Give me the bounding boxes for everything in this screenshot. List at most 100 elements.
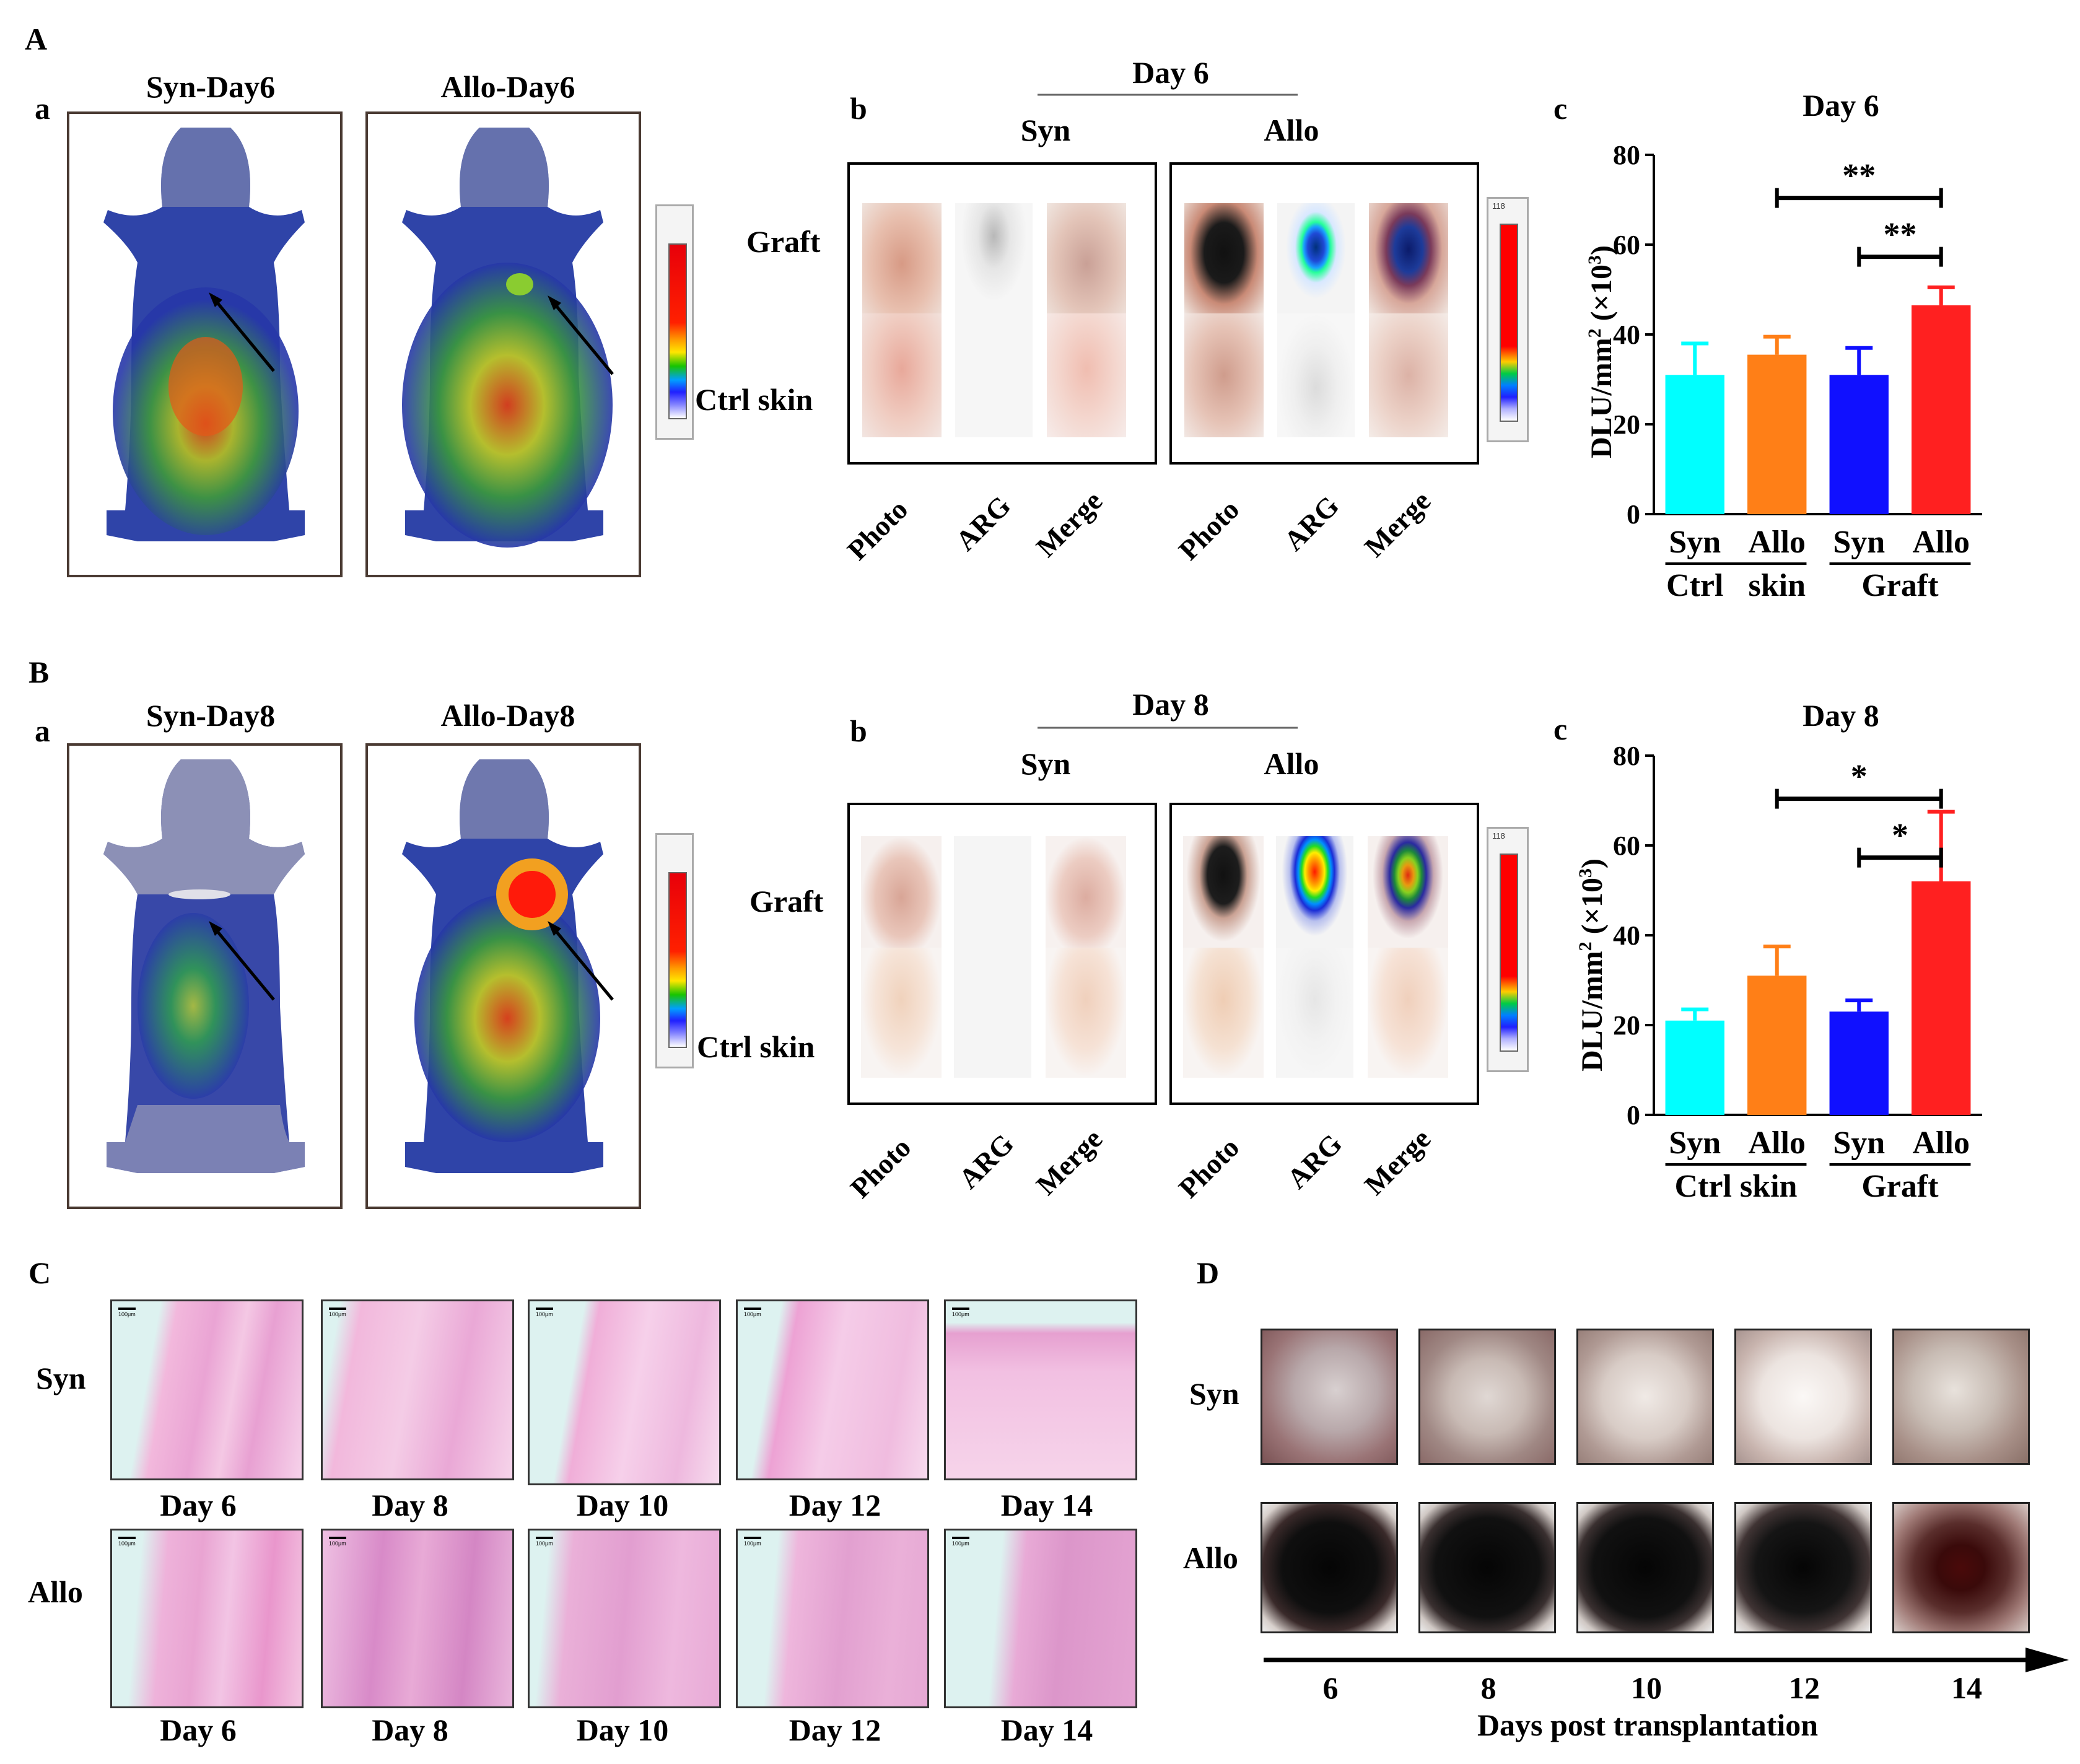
sub-letter-bc: c — [1553, 712, 1568, 746]
sub-letter-ac: c — [1553, 91, 1568, 126]
b-allo-ctrl-photo — [1183, 948, 1264, 1078]
a-syn-graft-merge — [1047, 203, 1126, 313]
b-allo-ctrl-merge — [1368, 948, 1448, 1078]
a-arg-day-title: Day 6 — [1132, 55, 1209, 90]
a-arg-allo-label: Allo — [1264, 113, 1319, 147]
sub-letter-ba: a — [35, 714, 50, 748]
c-syn-day8-label: Day 8 — [372, 1488, 448, 1522]
c-syn-day6-image: 100μm — [110, 1299, 304, 1480]
c-syn-day10-label: Day 10 — [576, 1488, 669, 1522]
chart2-ylabel-unit: (×10 — [1576, 878, 1609, 935]
c-syn-day12-label: Day 12 — [789, 1488, 881, 1522]
chart2-sig-label-1: * — [1892, 817, 1908, 854]
a-arg-row-ctrl: Ctrl skin — [695, 382, 813, 417]
a-allo-graft-arg — [1277, 203, 1355, 313]
d-syn-day8-photo — [1418, 1329, 1556, 1465]
c-allo-day8-scalebar — [329, 1537, 346, 1539]
chart2-cat-label-2: Syn — [1833, 1125, 1885, 1161]
chart1-sig-label-1: ** — [1884, 216, 1917, 253]
d-time-axis-arrowhead — [2025, 1648, 2069, 1672]
c-syn-day6-scale: 100μm — [118, 1311, 136, 1317]
a-ivis-allo-image — [365, 111, 641, 577]
d-row-allo: Allo — [1183, 1540, 1238, 1575]
a-syn-arrow — [209, 292, 275, 372]
b-syn-graft-photo — [861, 836, 942, 948]
d-syn-day6-photo — [1261, 1329, 1398, 1465]
a-allo-graft-merge — [1369, 203, 1448, 313]
c-allo-day6-scale: 100μm — [118, 1540, 136, 1547]
chart1-sig-label-0: ** — [1842, 157, 1876, 194]
chart1-title: Day 6 — [1803, 88, 1879, 123]
d-allo-day6-photo — [1261, 1502, 1398, 1633]
c-allo-day8-label: Day 8 — [372, 1713, 448, 1747]
b-syn-graft-arg — [954, 836, 1031, 948]
d-axis-label: Days post transplantation — [1477, 1708, 1819, 1742]
chart1-ylabel-unit-sup: 3 — [1584, 255, 1605, 264]
d-row-syn: Syn — [1189, 1376, 1239, 1411]
panel-letter-c: C — [28, 1255, 51, 1290]
chart1-ytick-label-1: 20 — [1613, 409, 1640, 440]
sub-letter-bb: b — [850, 714, 867, 748]
b-arg-allo-label: Allo — [1264, 746, 1319, 781]
c-syn-day8-scalebar — [329, 1308, 346, 1310]
c-syn-day14-label: Day 14 — [1000, 1488, 1093, 1522]
b-allo-title: Allo-Day8 — [440, 698, 575, 733]
b-col-label-1: Photo — [844, 1131, 917, 1204]
b-arg-syn-box — [847, 803, 1157, 1105]
chart2-ylabel-close: ) — [1576, 858, 1609, 868]
chart2-cat-label-3: Allo — [1913, 1125, 1970, 1161]
chart2-bar-2 — [1829, 1011, 1889, 1115]
c-syn-day8-scale: 100μm — [329, 1311, 346, 1317]
chart1-cat-label-2: Syn — [1833, 525, 1885, 560]
d-syn-day10-photo — [1576, 1329, 1714, 1465]
a-allo-arrow — [548, 295, 614, 375]
d-tick-6: 6 — [1322, 1670, 1339, 1705]
a-arg-row-graft: Graft — [746, 224, 821, 259]
a-arg-day-rule — [1038, 94, 1298, 96]
c-allo-day10-scalebar — [536, 1537, 553, 1539]
panel-letter-a: A — [25, 22, 48, 56]
chart2-bar-3 — [1912, 881, 1971, 1115]
b-ivis-colorbar-strip — [668, 872, 687, 1048]
b-arg-row-ctrl: Ctrl skin — [697, 1029, 815, 1064]
a-col-label-4: Photo — [1172, 493, 1246, 566]
b-allo-ctrl-arg — [1276, 948, 1353, 1078]
a-arg-colorbar: 118 — [1487, 197, 1529, 442]
c-allo-day12-image: 100μm — [736, 1529, 929, 1708]
c-allo-day6-image: 100μm — [110, 1529, 304, 1708]
a-col-label-5: ARG — [1277, 489, 1345, 557]
b-col-label-3: Merge — [1029, 1122, 1109, 1201]
a-syn-graft-arg — [955, 203, 1033, 313]
b-col-label-5: ARG — [1280, 1127, 1348, 1195]
b-arg-day-rule — [1038, 727, 1298, 729]
chart1-cat-label-3: Allo — [1913, 525, 1970, 560]
c-allo-day10-scale: 100μm — [536, 1540, 553, 1547]
chart2-group-label-1: Graft — [1861, 1169, 1939, 1204]
a-arg-allo-box — [1169, 162, 1479, 465]
chart2-ylabel-unit-sup: 3 — [1575, 868, 1596, 878]
d-syn-day12-photo — [1734, 1329, 1872, 1465]
chart1-bar-3 — [1912, 305, 1971, 514]
c-allo-day8-scale: 100μm — [329, 1540, 346, 1547]
a-allo-graft-photo — [1184, 203, 1264, 313]
chart1-group-label-2: Graft — [1861, 568, 1939, 603]
c-allo-day12-scale: 100μm — [744, 1540, 761, 1547]
b-ivis-allo-image — [365, 743, 641, 1209]
a-ivis-syn-image — [67, 111, 343, 577]
chart2-ytick-label-2: 40 — [1613, 920, 1640, 951]
chart2-cat-label-0: Syn — [1669, 1125, 1721, 1161]
a-arg-colorbar-max: 118 — [1492, 201, 1505, 211]
b-syn-ctrl-photo — [861, 948, 942, 1078]
c-allo-day10-label: Day 10 — [576, 1713, 669, 1747]
a-syn-ctrl-merge — [1047, 313, 1126, 437]
sub-letter-aa: a — [35, 91, 50, 126]
b-allo-mouse-silhouette — [402, 759, 603, 1173]
a-syn-ctrl-photo — [862, 313, 942, 437]
d-allo-day8-photo — [1418, 1502, 1556, 1633]
b-ivis-colorbar — [655, 833, 694, 1068]
c-syn-day12-scale: 100μm — [744, 1311, 761, 1317]
c-allo-day14-scalebar — [952, 1537, 969, 1539]
chart2-ylabel-main: DLU/mm — [1576, 951, 1609, 1072]
a-ivis-colorbar-strip — [668, 243, 687, 419]
c-allo-day14-image: 100μm — [944, 1529, 1137, 1708]
